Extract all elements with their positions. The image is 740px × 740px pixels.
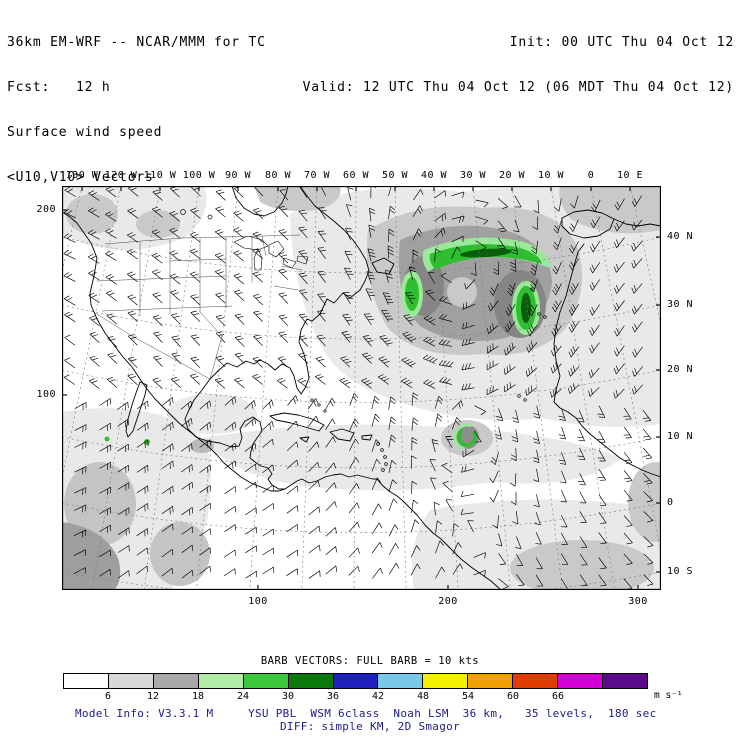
hudson-bay [231,186,289,217]
barb-legend-caption: BARB VECTORS: FULL BARB = 10 kts [260,655,480,667]
colorbar-tick-label: 42 [371,691,385,702]
colorbar-labels: 6 12 18 24 30 36 42 48 54 60 66 [63,691,648,703]
colorbar-tick-label: 36 [326,691,340,702]
tropical-cyclone-shading [441,420,493,456]
field-name: Surface wind speed [7,125,163,140]
longitude-label: 80 W [264,170,292,181]
wind-barbs [63,186,654,590]
longitude-label: 10 E [616,170,644,181]
baja-california [125,381,148,438]
colorbar-tick-label: 66 [551,691,565,702]
colorbar-units: m s⁻¹ [654,690,683,701]
diffusion-info-line: DIFF: simple KM, 2D Smagor [280,720,460,733]
longitude-label: 30 W [459,170,487,181]
model-title: 36km EM-WRF -- NCAR/MMM for TC [7,35,266,50]
colorbar-tick-label: 18 [191,691,205,702]
colorbar-cell [333,674,379,688]
colorbar-cell [423,674,469,688]
grid-row-label: 100 [36,388,56,400]
colorbar-cell [558,674,604,688]
longitude-label: 10 W [537,170,565,181]
colorbar-tick-label: 30 [281,691,295,702]
latitude-label: 10 N [667,430,694,442]
colorbar-cell [513,674,559,688]
colorbar-cell [378,674,424,688]
valid-time: Valid: 12 UTC Thu 04 Oct 12 (06 MDT Thu … [302,80,734,95]
colorbar-cell [603,674,647,688]
latitude-label: 0 [667,496,674,508]
colorbar-cell [108,674,154,688]
longitude-label: 40 W [420,170,448,181]
newfoundland [371,257,395,275]
colorbar [63,673,648,689]
latitude-label: 20 N [667,363,694,375]
vector-field-name: <U10,V10> Vectors [7,170,154,185]
wind-speed-shading [62,186,661,590]
colorbar-tick-label: 48 [416,691,430,702]
colorbar-cell [243,674,289,688]
latitude-label: 40 N [667,230,694,242]
colorbar-tick-label: 12 [146,691,160,702]
colorbar-tick-label: 24 [236,691,250,702]
africa-coast [553,218,661,478]
longitude-label: 50 W [381,170,409,181]
colorbar-cell [288,674,334,688]
longitude-label: 20 W [498,170,526,181]
colorbar-cell [468,674,514,688]
iberia [561,209,615,239]
map-frame [62,186,661,590]
colorbar-cell [198,674,244,688]
grid-col-label: 200 [438,596,458,607]
north-america-west-coast [62,211,286,492]
latitude-label: 30 N [667,298,694,310]
latitude-label: 10 S [667,565,694,577]
state-borders [91,234,303,380]
pacific-wind-max [104,436,110,442]
plot-header-left: 36km EM-WRF -- NCAR/MMM for TC Fcst: 12 … [7,5,266,215]
pacific-wind-max [144,439,150,445]
caribbean-islands [269,412,373,443]
grid-col-label: 300 [628,596,648,607]
forecast-hour: Fcst: 12 h [7,80,111,95]
grid-col-label: 100 [248,596,268,607]
colorbar-cell [153,674,199,688]
map-canvas [62,186,661,590]
north-america-east-coast [184,289,502,590]
longitude-label: 60 W [342,170,370,181]
plot-header-right: Init: 00 UTC Thu 04 Oct 12 Valid: 12 UTC… [303,5,734,125]
coastlines [62,186,661,590]
latlon-grid [62,186,661,590]
colorbar-cell [64,674,109,688]
model-info-line: Model Info: V3.3.1 M YSU PBL WSM 6class … [75,707,657,720]
init-time: Init: 00 UTC Thu 04 Oct 12 [509,35,734,50]
colorbar-tick-label: 60 [506,691,520,702]
colorbar-tick-label: 6 [104,691,112,702]
longitude-label: 0 [587,170,595,181]
longitude-label: 70 W [303,170,331,181]
colorbar-tick-label: 54 [461,691,475,702]
great-lakes [233,235,309,271]
